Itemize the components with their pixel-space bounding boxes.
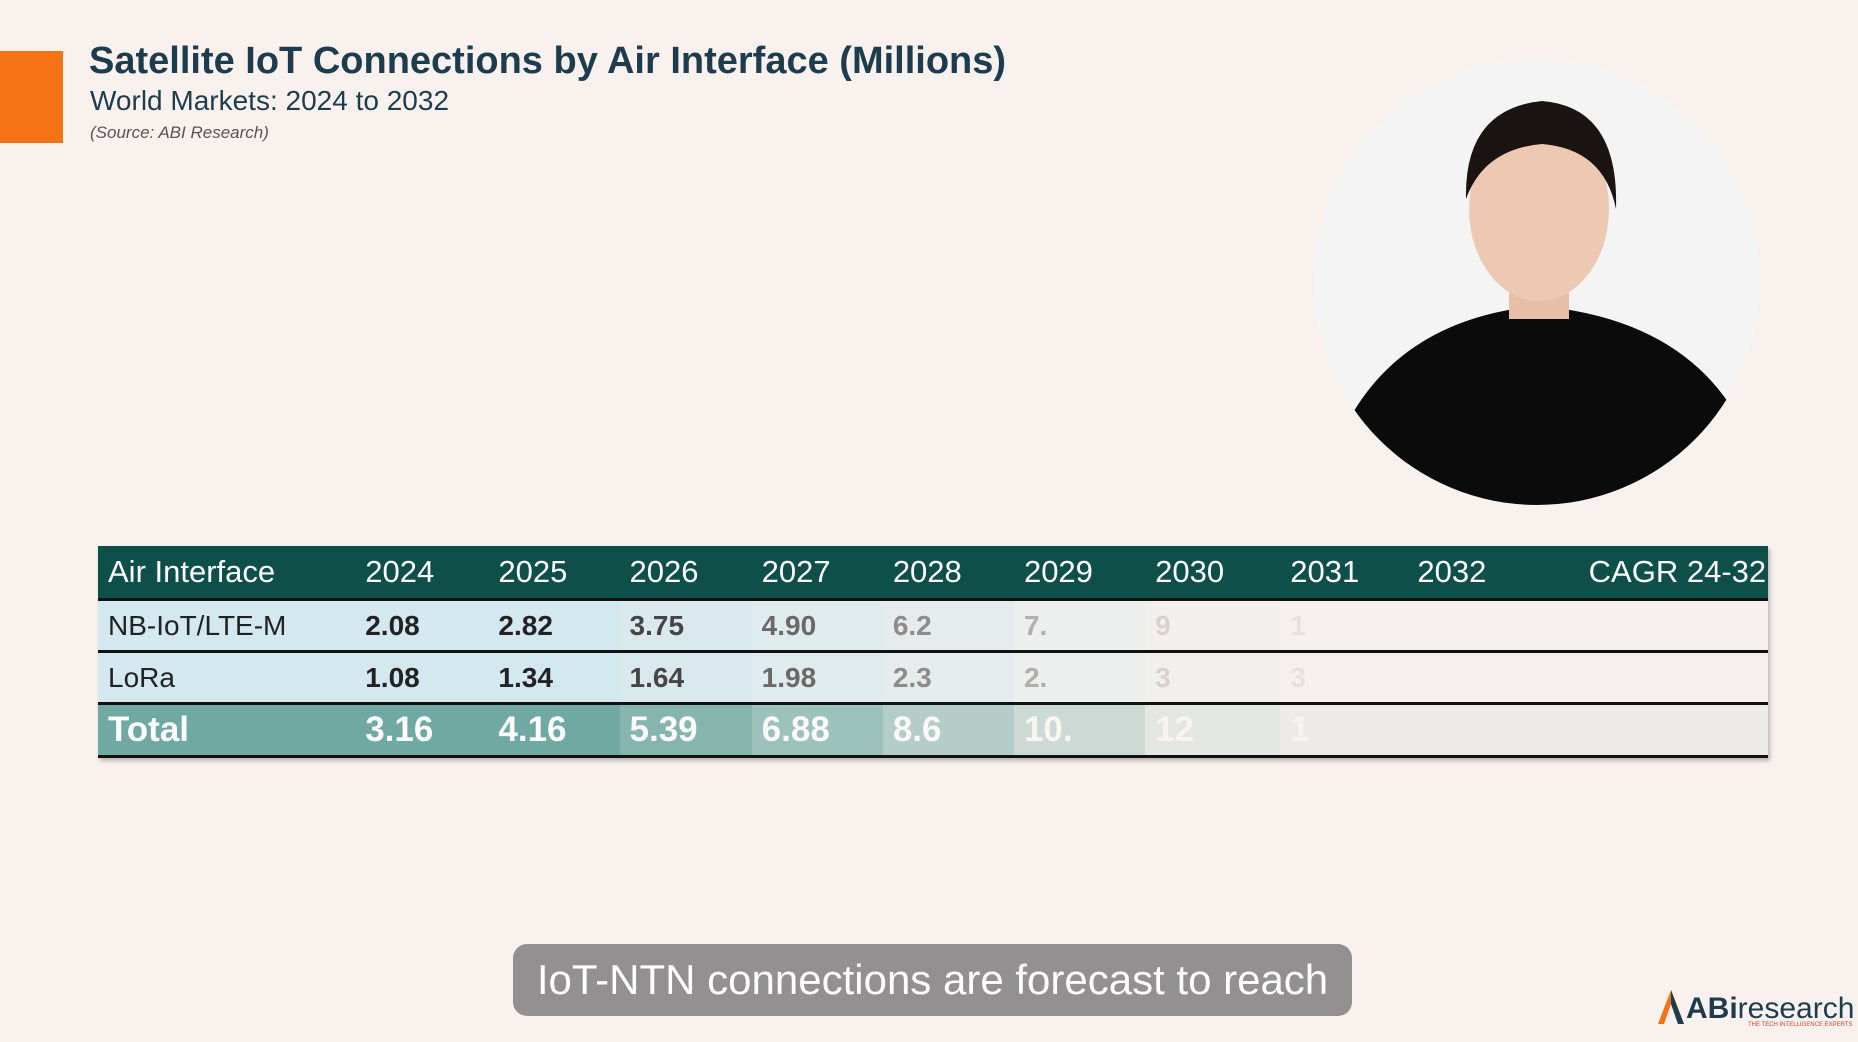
table-cell: 1.98 bbox=[751, 651, 883, 705]
column-header: 2030 bbox=[1145, 546, 1281, 601]
column-header: 2026 bbox=[619, 546, 752, 601]
table-cell: 3.75 bbox=[619, 599, 752, 653]
column-header: CAGR 24-32 bbox=[1558, 546, 1768, 601]
table-cell: 7. bbox=[1013, 599, 1146, 653]
table-cell bbox=[1558, 599, 1768, 653]
table-cell: 9 bbox=[1145, 599, 1281, 653]
logo-tagline: THE TECH INTELLIGENCE EXPERTS bbox=[1748, 1022, 1853, 1028]
column-header: Air Interface bbox=[98, 546, 356, 601]
table-cell: 3 bbox=[1280, 651, 1408, 705]
table-cell: 6.88 bbox=[751, 703, 883, 758]
subtitle-caption: IoT-NTN connections are forecast to reac… bbox=[513, 944, 1352, 1016]
table-cell bbox=[1558, 703, 1768, 758]
table-cell: 6.2 bbox=[882, 599, 1014, 653]
table-row: LoRa 1.08 1.34 1.64 1.98 2.3 2. 3 3 bbox=[98, 651, 1768, 705]
column-header: 2024 bbox=[355, 546, 489, 601]
table-cell bbox=[1407, 703, 1559, 758]
table-cell: 4.90 bbox=[751, 599, 883, 653]
column-header: 2032 bbox=[1407, 546, 1559, 601]
row-label: NB-IoT/LTE-M bbox=[98, 599, 356, 653]
title: Satellite IoT Connections by Air Interfa… bbox=[89, 40, 1007, 82]
table-cell: 1 bbox=[1280, 703, 1408, 758]
column-header: 2031 bbox=[1280, 546, 1408, 601]
presenter-video bbox=[1314, 59, 1760, 505]
logo-name: research bbox=[1737, 992, 1855, 1025]
table-cell: 2.08 bbox=[355, 599, 489, 653]
source: (Source: ABI Research) bbox=[90, 123, 269, 142]
table-cell: 4.16 bbox=[488, 703, 620, 758]
column-header: 2027 bbox=[751, 546, 883, 601]
table-cell: 1.34 bbox=[488, 651, 620, 705]
table-cell: 2.82 bbox=[488, 599, 620, 653]
column-header: 2028 bbox=[882, 546, 1014, 601]
column-header: 2029 bbox=[1013, 546, 1146, 601]
logo-name-bold: ABi bbox=[1686, 992, 1738, 1025]
total-row: Total 3.16 4.16 5.39 6.88 8.6 10. 12 1 bbox=[98, 703, 1768, 758]
table-cell: 8.6 bbox=[882, 703, 1014, 758]
table-cell bbox=[1558, 651, 1768, 705]
table-cell bbox=[1407, 651, 1559, 705]
table-cell: 3 bbox=[1145, 651, 1281, 705]
table-cell: 1.64 bbox=[619, 651, 752, 705]
column-header: 2025 bbox=[488, 546, 620, 601]
logo: ABiresearch bbox=[1656, 988, 1854, 1026]
table-cell: 12 bbox=[1145, 703, 1281, 758]
header-row: Air Interface 2024 2025 2026 2027 2028 2029 203… bbox=[98, 546, 1768, 601]
table-cell bbox=[1407, 599, 1559, 653]
subtitle: World Markets: 2024 to 2032 bbox=[90, 85, 450, 116]
table-body: NB-IoT/LTE-M 2.08 2.82 3.75 4.90 6.2 7. 9 1 LoRa 1… bbox=[98, 599, 1768, 758]
logo-icon bbox=[1658, 990, 1684, 1024]
table-row: NB-IoT/LTE-M 2.08 2.82 3.75 4.90 6.2 7. 9 1 bbox=[98, 599, 1768, 653]
table-cell: 1 bbox=[1280, 599, 1408, 653]
row-label: Total bbox=[98, 703, 356, 758]
table-cell: 2. bbox=[1013, 651, 1146, 705]
table-cell: 10. bbox=[1013, 703, 1146, 758]
table-cell: 1.08 bbox=[355, 651, 489, 705]
data-table: Air Interface 2024 2025 2026 2027 2028 2029 203… bbox=[98, 546, 1768, 758]
accent-block bbox=[0, 51, 63, 143]
table-cell: 2.3 bbox=[882, 651, 1014, 705]
table-cell: 5.39 bbox=[619, 703, 752, 758]
row-label: LoRa bbox=[98, 651, 356, 705]
table-cell: 3.16 bbox=[355, 703, 489, 758]
